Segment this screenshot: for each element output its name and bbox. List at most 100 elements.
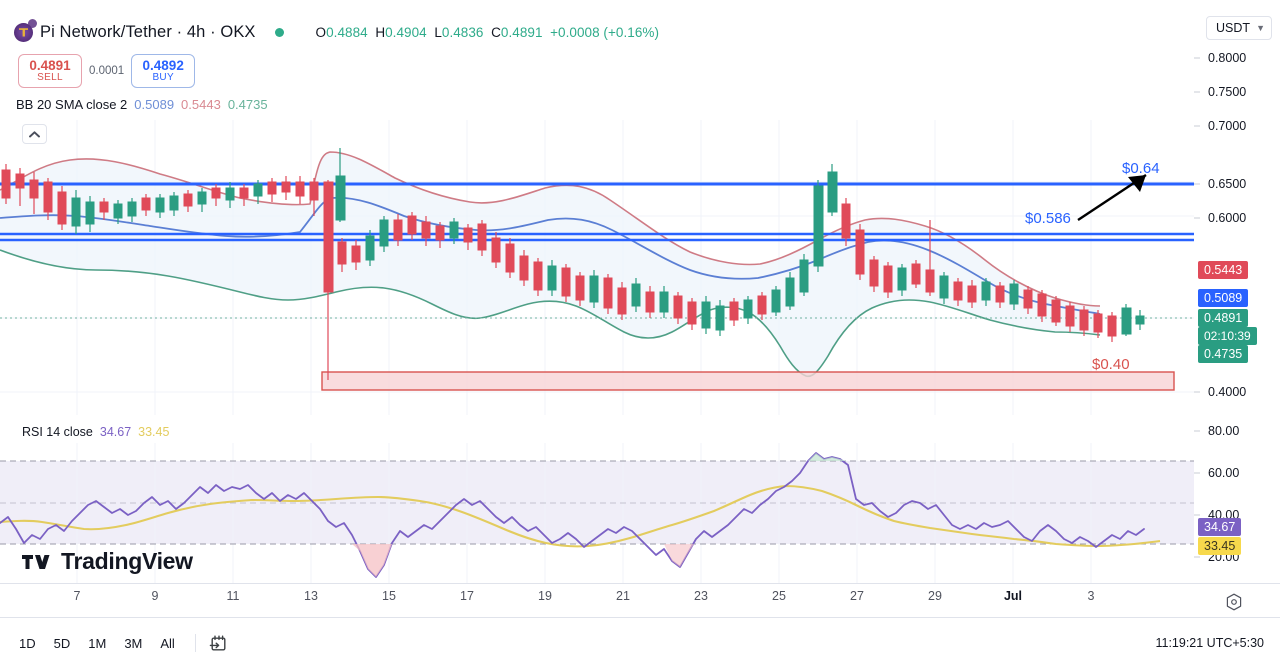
price-tick-2: 0.7000 [1208,119,1247,133]
level-040-zone [321,371,1175,391]
ohlc-o-key: O [315,24,327,40]
time-label-9: 25 [772,589,786,603]
quote-row: 0.4891 SELL 0.0001 0.4892 BUY [18,54,196,88]
price-tick-5: 0.4000 [1208,385,1247,399]
bb-indicator-legend[interactable]: BB 20 SMA close 2 0.5089 0.5443 0.4735 [16,97,268,112]
time-label-0: 7 [73,589,81,603]
rsi-value-tag: 34.67 [1198,518,1242,536]
range-button-3m[interactable]: 3M [124,635,143,651]
last-price-tag: 0.4891 [1198,309,1249,327]
rsi-overbought-fill [800,453,846,461]
symbol-header[interactable]: Pi Network/Tether · 4h · OKX O0.4884 H0.… [14,18,659,44]
time-label-8: 23 [694,589,708,603]
time-label-2: 11 [226,589,240,603]
bb-lower-value: 0.4735 [227,97,268,112]
goto-date-icon[interactable] [209,634,228,653]
level-064-label[interactable]: $0.64 [1122,160,1160,177]
level-0586-label[interactable]: $0.586 [1025,210,1071,227]
time-label-11: 29 [928,589,942,603]
pi-network-logo-icon [14,18,37,42]
sell-label: SELL [37,71,63,83]
bb-channel-fill [0,152,1100,377]
rsi-value: 34.67 [99,425,132,439]
up-right-arrow-icon [1077,173,1147,222]
time-label-12: Jul [1003,589,1023,603]
main-chart-pane[interactable] [0,120,1194,415]
rsi-chart-svg [0,443,1194,583]
chevron-down-icon: ▼ [1256,23,1265,33]
time-label-10: 27 [850,589,864,603]
rsi-vertical-gridlines [76,443,1092,583]
ohlc-o-value: 0.4884 [326,24,368,40]
bb-basis-value: 0.5089 [134,97,175,112]
time-axis[interactable]: 7 9 11 13 15 17 19 21 23 25 27 29 Jul 3 [0,583,1194,617]
tradingview-watermark: TradingView [22,548,193,575]
bb-lower-line [0,249,1101,378]
currency-label: USDT [1216,21,1251,35]
ohlc-c-value: 0.4891 [500,24,543,40]
bar-countdown-tag: 02:10:39 [1198,327,1257,345]
spread-value: 0.0001 [89,65,125,77]
tradingview-logo-icon [22,554,50,569]
price-tick-3: 0.6500 [1208,177,1247,191]
rsi-indicator-legend[interactable]: RSI 14 close 34.67 33.45 [22,425,169,439]
ohlc-l-value: 0.4836 [441,24,484,40]
rsi-oversold-fill [352,544,392,577]
ohlc-values: O0.4884 H0.4904 L0.4836 C0.4891 +0.0008 … [316,25,659,40]
bb-basis-price-tag: 0.5089 [1198,289,1249,307]
bottom-toolbar: 1D 5D 1M 3M All 11:19:21 UTC+5:30 [0,617,1280,669]
ohlc-c-key: C [491,24,501,40]
ohlc-change: +0.0008 (+0.16%) [550,24,659,40]
bb-indicator-name: BB 20 SMA close 2 [16,97,128,112]
clock-label: 11:19:21 UTC+5:30 [1155,636,1264,650]
time-label-4: 15 [382,589,396,603]
time-label-5: 17 [460,589,474,603]
ohlc-l-key: L [434,24,442,40]
ohlc-h-value: 0.4904 [385,24,427,40]
chevron-up-icon [29,130,40,137]
rsi-line [0,452,1145,578]
toolbar-divider [194,634,196,652]
bb-upper-value: 0.5443 [181,97,221,112]
watermark-text: TradingView [61,548,193,574]
sell-price: 0.4891 [29,57,71,73]
price-tick-0: 0.8000 [1208,51,1247,65]
time-label-1: 9 [151,589,159,603]
level-040-label[interactable]: $0.40 [1092,356,1130,373]
rsi-scale[interactable]: 80.00 60.00 40.00 20.00 34.67 33.45 [1194,424,1280,588]
rsi-ma-line [0,484,1161,548]
buy-button[interactable]: 0.4892 BUY [131,54,196,88]
candlestick-series [1,148,1145,380]
price-tick-1: 0.7500 [1208,85,1247,99]
rsi-indicator-name: RSI 14 close [22,425,93,439]
time-label-6: 19 [538,589,552,603]
rsi-tick-0: 80.00 [1208,424,1240,438]
time-label-7: 21 [616,589,630,603]
time-settings-icon[interactable] [1224,592,1244,612]
price-tick-4: 0.6000 [1208,211,1247,225]
range-button-1d[interactable]: 1D [19,635,36,651]
rsi-ma-value: 33.45 [138,425,170,439]
range-button-all[interactable]: All [160,635,175,651]
buy-label: BUY [152,71,174,83]
rsi-ma-value-tag: 33.45 [1198,537,1242,555]
symbol-title[interactable]: Pi Network/Tether · 4h · OKX [40,22,256,41]
collapse-pane-button[interactable] [22,124,47,144]
live-dot-icon [274,27,284,37]
range-button-1m[interactable]: 1M [88,635,107,651]
bb-upper-price-tag: 0.5443 [1198,261,1249,279]
range-buttons: 1D 5D 1M 3M All [12,632,228,655]
ohlc-h-key: H [375,24,386,40]
rsi-oversold-fill-2 [664,544,694,567]
time-label-13: 3 [1087,589,1095,603]
bb-lower-price-tag: 0.4735 [1198,345,1249,363]
sell-button[interactable]: 0.4891 SELL [18,54,82,88]
range-button-5d[interactable]: 5D [53,635,71,651]
currency-selector[interactable]: USDT ▼ [1206,16,1272,40]
price-scale[interactable]: USDT ▼ 0.8000 0.7500 0.7000 0.6500 0.600… [1194,16,1280,596]
buy-price: 0.4892 [142,57,184,73]
rsi-chart-pane[interactable] [0,443,1194,583]
price-chart-svg [0,120,1194,415]
time-label-3: 13 [304,589,318,603]
